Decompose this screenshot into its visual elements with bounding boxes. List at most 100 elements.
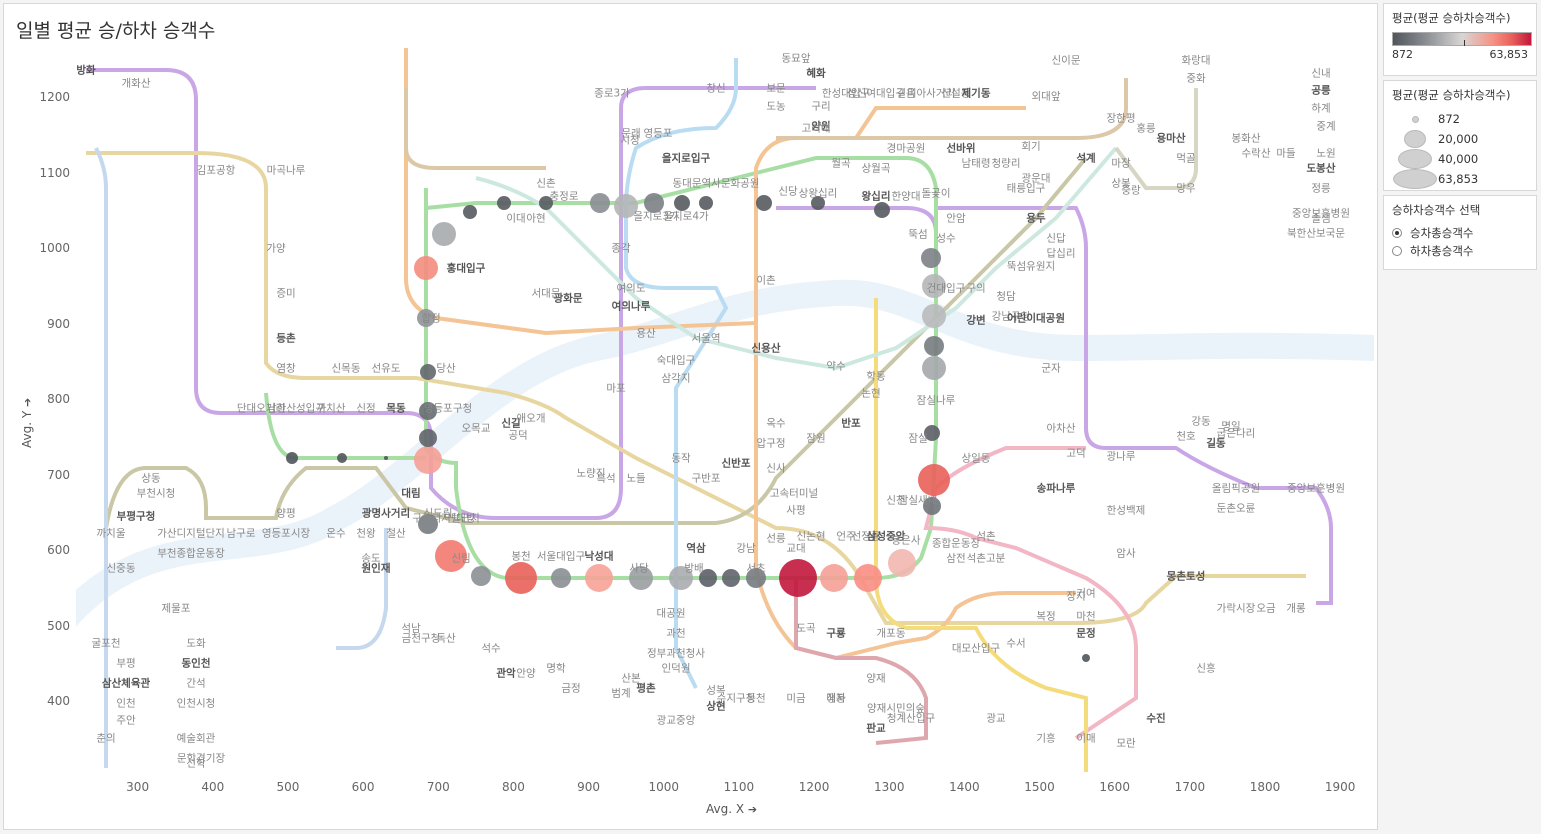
station-bubble[interactable] bbox=[497, 196, 511, 210]
x-tick-label: 1200 bbox=[798, 780, 830, 794]
station-bubble[interactable] bbox=[779, 559, 817, 597]
ramp-min-label: 872 bbox=[1392, 48, 1413, 61]
station-bubble[interactable] bbox=[1082, 654, 1090, 662]
size-legend-title: 평균(평균 승하차승객수) bbox=[1392, 88, 1511, 102]
station-bubble[interactable] bbox=[432, 222, 456, 246]
station-bubble[interactable] bbox=[722, 569, 740, 587]
station-bubble[interactable] bbox=[699, 569, 717, 587]
station-label: 신도림 bbox=[423, 507, 453, 520]
station-bubble[interactable] bbox=[874, 202, 890, 218]
station-label: 잠실나루 bbox=[916, 394, 956, 407]
station-bubble[interactable] bbox=[337, 453, 347, 463]
station-bubble[interactable] bbox=[644, 193, 664, 213]
station-label: 돌곶이 bbox=[921, 187, 951, 200]
station-label: 기흥 bbox=[1036, 732, 1056, 745]
station-bubble[interactable] bbox=[922, 356, 946, 380]
station-label: 서초 bbox=[746, 562, 766, 575]
y-axis-title[interactable]: Avg. Y ➔ bbox=[20, 397, 34, 448]
x-tick-label: 400 bbox=[201, 780, 225, 794]
station-label: 부천시청 bbox=[136, 487, 176, 500]
x-axis-title[interactable]: Avg. X ➔ bbox=[706, 802, 758, 816]
station-label: 동천 bbox=[746, 692, 766, 705]
radio-checked-icon[interactable] bbox=[1392, 228, 1402, 238]
station-bubble[interactable] bbox=[539, 196, 553, 210]
station-label: 구의 bbox=[966, 282, 986, 295]
station-label: 원인재 bbox=[361, 562, 391, 575]
station-label: 영등포 bbox=[643, 127, 673, 140]
station-label: 동묘앞 bbox=[781, 52, 811, 65]
station-bubble[interactable] bbox=[418, 514, 438, 534]
station-label: 고려대 bbox=[801, 122, 831, 135]
station-label: 선학 bbox=[186, 757, 206, 770]
map-plot-area[interactable]: 방화 개화산 김포공항 마곡나루 가양 증미 등촌 염창 신목동 선유도 당산 영등포구청 신길 노량진 동… bbox=[76, 48, 1374, 772]
station-label: 평촌 bbox=[636, 682, 656, 695]
radio-boarding[interactable]: 승차총승객수 bbox=[1392, 224, 1528, 242]
station-bubble[interactable] bbox=[585, 564, 613, 592]
station-bubble[interactable] bbox=[699, 196, 713, 210]
station-bubble[interactable] bbox=[286, 452, 298, 464]
station-bubble[interactable] bbox=[918, 464, 950, 496]
station-bubble[interactable] bbox=[924, 336, 944, 356]
station-bubble[interactable] bbox=[551, 568, 571, 588]
station-bubble[interactable] bbox=[590, 193, 610, 213]
station-bubble[interactable] bbox=[505, 562, 537, 594]
color-ramp[interactable] bbox=[1392, 32, 1532, 46]
station-bubble[interactable] bbox=[463, 205, 477, 219]
station-bubble[interactable] bbox=[924, 425, 940, 441]
station-label: 대공원 bbox=[656, 607, 686, 620]
station-bubble[interactable] bbox=[614, 194, 638, 218]
ramp-max-label: 63,853 bbox=[1489, 48, 1529, 61]
size-legend-item[interactable]: 20,000 bbox=[1392, 129, 1528, 149]
station-bubble[interactable] bbox=[820, 564, 848, 592]
station-bubble[interactable] bbox=[888, 549, 916, 577]
station-label: 창신 bbox=[706, 82, 726, 95]
station-label: 신목동 bbox=[331, 362, 361, 375]
station-label: 강남구청 bbox=[991, 310, 1031, 323]
station-bubble[interactable] bbox=[419, 429, 437, 447]
station-label: 수지구청 bbox=[716, 692, 756, 705]
line7-north bbox=[1114, 88, 1198, 190]
ramp-center-mark bbox=[1464, 40, 1465, 46]
station-bubble[interactable] bbox=[922, 304, 946, 328]
station-bubble[interactable] bbox=[414, 446, 442, 474]
station-bubble[interactable] bbox=[435, 540, 467, 572]
station-bubbles bbox=[286, 193, 1090, 662]
station-label: 양평 bbox=[276, 507, 296, 520]
station-label: 상봉 bbox=[1111, 177, 1131, 190]
station-bubble[interactable] bbox=[420, 364, 436, 380]
size-legend-item[interactable]: 40,000 bbox=[1392, 149, 1528, 169]
station-label: 청담 bbox=[996, 290, 1016, 303]
station-bubble[interactable] bbox=[921, 248, 941, 268]
station-bubble[interactable] bbox=[629, 566, 653, 590]
station-bubble[interactable] bbox=[674, 195, 690, 211]
station-label: 인덕원 bbox=[661, 662, 691, 675]
station-bubble[interactable] bbox=[419, 402, 437, 420]
station-bubble[interactable] bbox=[417, 309, 435, 327]
station-bubble[interactable] bbox=[756, 195, 772, 211]
station-bubble[interactable] bbox=[922, 274, 946, 298]
station-label: 증미 bbox=[276, 287, 296, 300]
station-bubble[interactable] bbox=[384, 456, 388, 460]
y-tick-label: 400 bbox=[47, 694, 70, 709]
station-bubble[interactable] bbox=[923, 497, 941, 515]
station-bubble[interactable] bbox=[414, 256, 438, 280]
size-legend-item[interactable]: 63,853 bbox=[1392, 169, 1528, 189]
station-label: 개화산 bbox=[121, 77, 151, 90]
filter-card: 승하차승객수 선택 승차총승객수 하차총승객수 bbox=[1383, 195, 1537, 270]
station-label: 염창 bbox=[276, 362, 296, 375]
station-label: 용마산 bbox=[1156, 132, 1186, 145]
station-bubble[interactable] bbox=[471, 566, 491, 586]
station-label: 범계 bbox=[611, 687, 631, 700]
size-legend-item[interactable]: 872 bbox=[1392, 109, 1528, 129]
x-tick-label: 800 bbox=[501, 780, 525, 794]
station-bubble[interactable] bbox=[854, 564, 882, 592]
station-bubble[interactable] bbox=[746, 568, 766, 588]
station-label: 강동 bbox=[1191, 415, 1211, 428]
radio-unchecked-icon[interactable] bbox=[1392, 246, 1402, 256]
radio-alighting[interactable]: 하차총승객수 bbox=[1392, 242, 1528, 260]
station-label: 문래 bbox=[621, 127, 641, 140]
line5-track-branch bbox=[936, 206, 1333, 605]
station-bubble[interactable] bbox=[669, 566, 693, 590]
station-label: 방화 bbox=[76, 64, 96, 77]
station-bubble[interactable] bbox=[811, 196, 825, 210]
